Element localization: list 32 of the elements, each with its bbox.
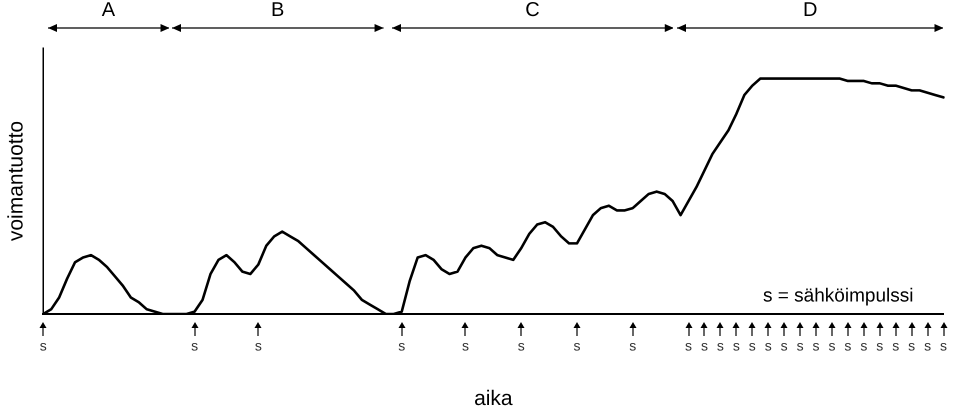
x-tick-label: s bbox=[796, 337, 804, 354]
x-tick-label: s bbox=[828, 337, 836, 354]
x-tick-label: s bbox=[844, 337, 852, 354]
x-tick-label: s bbox=[892, 337, 900, 354]
x-tick-label: s bbox=[700, 337, 708, 354]
text: B bbox=[270, 0, 286, 22]
x-tick-label: s bbox=[398, 337, 406, 354]
x-tick-label: s bbox=[812, 337, 820, 354]
x-tick-label: s bbox=[860, 337, 868, 354]
y-axis-title: voimantuotto bbox=[4, 120, 28, 242]
x-tick-label: s bbox=[780, 337, 788, 354]
x-tick-label: s bbox=[254, 337, 262, 354]
x-tick-label: s bbox=[518, 337, 525, 354]
x-tick-label: s bbox=[685, 337, 692, 354]
x-tick-label: s bbox=[574, 337, 581, 354]
x-tick-label: s bbox=[908, 337, 916, 354]
text: A bbox=[100, 0, 116, 22]
x-tick-label: s bbox=[876, 337, 884, 354]
x-axis-title: aika bbox=[474, 387, 513, 410]
x-tick-label: s bbox=[940, 337, 947, 354]
x-tick-label: s bbox=[924, 337, 932, 354]
x-tick-label: s bbox=[191, 337, 198, 354]
annotation: s = sähköimpulssi bbox=[763, 286, 914, 307]
x-tick-label: s bbox=[764, 337, 772, 354]
x-tick-label: s bbox=[732, 337, 740, 354]
x-tick-label: s bbox=[629, 337, 636, 354]
x-tick-label: s bbox=[40, 337, 47, 354]
x-tick-label: s bbox=[748, 337, 756, 354]
x-tick-label: s bbox=[462, 337, 469, 354]
x-tick-label: s bbox=[716, 337, 724, 354]
text: D bbox=[802, 0, 818, 22]
text: C bbox=[524, 0, 541, 22]
